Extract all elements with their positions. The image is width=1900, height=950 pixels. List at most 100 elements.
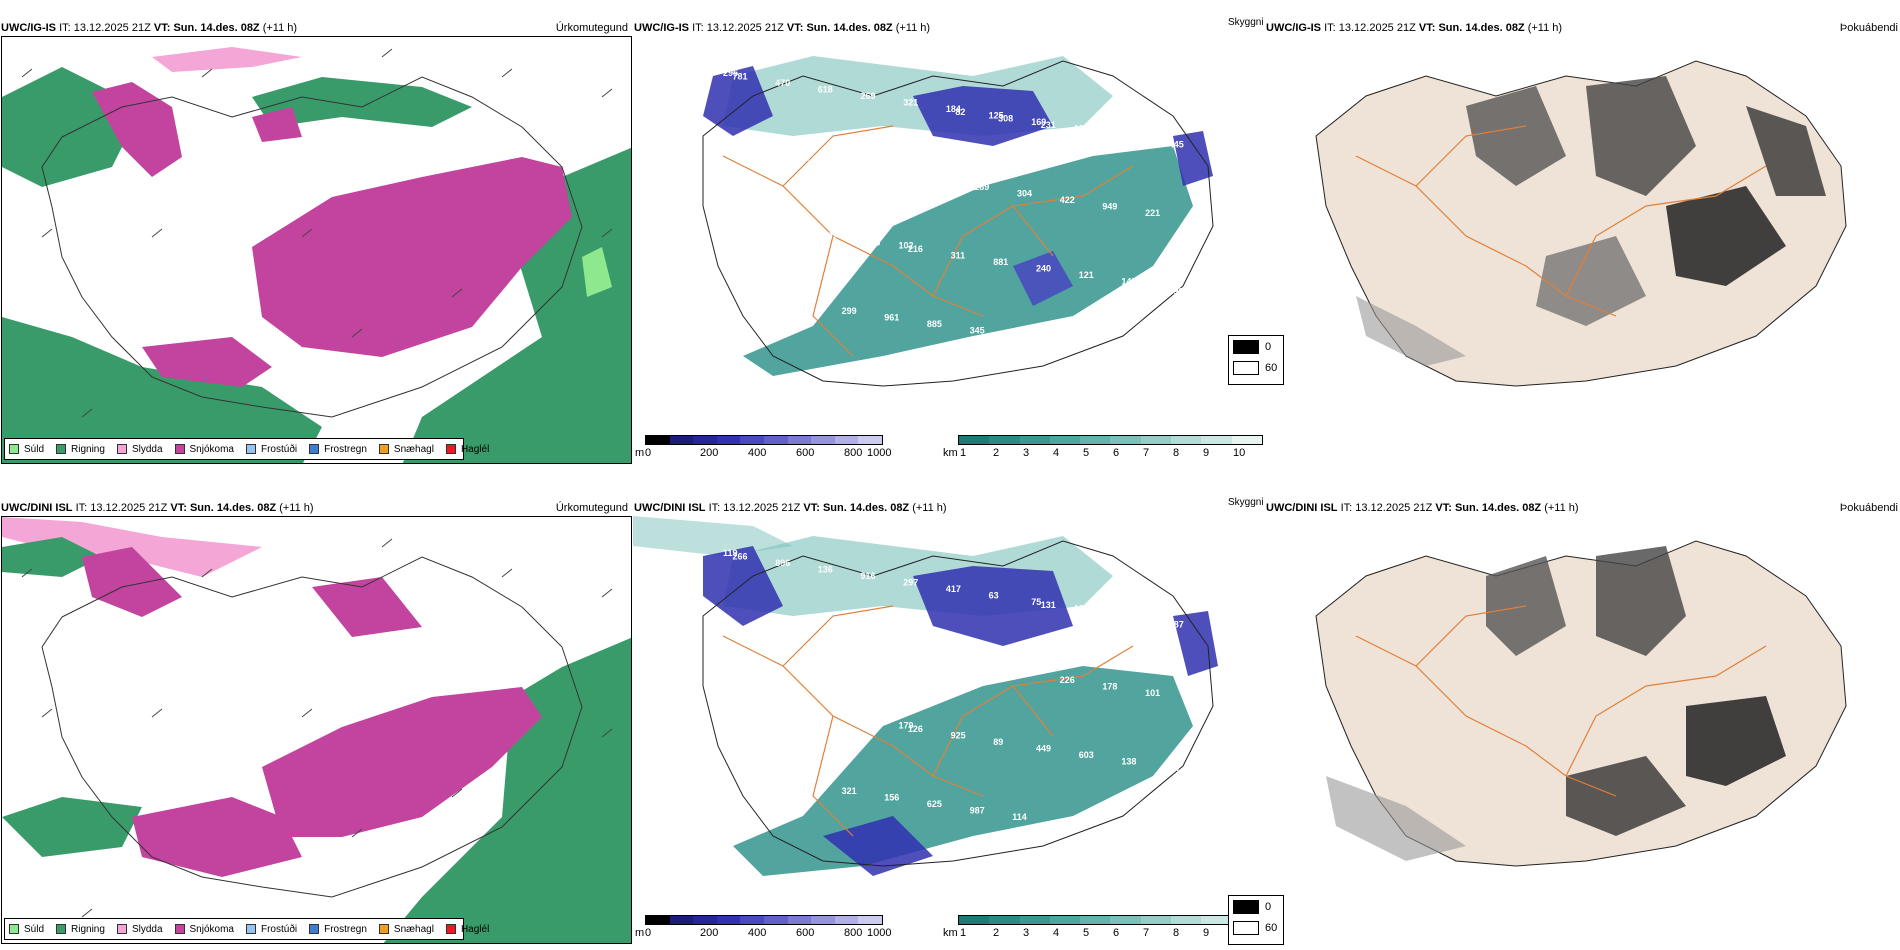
ceiling-label: 131 — [1041, 600, 1056, 610]
fog-panel-bottom: Skyggni UWC/DINI ISL IT: 13.12.2025 21Z … — [1228, 495, 1900, 945]
colorbar-bin — [858, 436, 882, 444]
ceiling-label: 178 — [1102, 682, 1117, 692]
ceiling-label: 137 — [1074, 603, 1089, 613]
ceiling-colorbar: m 0 200 400 600 800 1000 — [635, 915, 891, 943]
ceiling-label: 311 — [951, 251, 966, 261]
colorbar-bin — [1201, 436, 1232, 444]
visibility-tick: 4 — [1053, 447, 1060, 459]
ceiling-label: 466 — [1064, 342, 1079, 352]
legend-item: Snjókoma — [174, 924, 234, 935]
ceiling-label: 149 — [1012, 332, 1027, 342]
ceiling-label: 82 — [955, 107, 965, 117]
ceiling-label: 89 — [1140, 832, 1150, 842]
swatch — [9, 444, 19, 454]
ceiling-vis-map-svg: 295 102 190 159 262 199 117 169 106 78 72 93 125 100 7… — [633, 36, 1266, 431]
fog-map-svg — [1266, 516, 1900, 911]
wind-barbs — [21, 538, 613, 918]
init-time: 13.12.2025 21Z — [1355, 502, 1433, 514]
ceiling-tick: 600 — [796, 447, 815, 459]
ceiling-label: 100 — [1164, 283, 1179, 293]
colorbar-bin — [811, 436, 835, 444]
swatch — [309, 444, 320, 454]
ceiling-label: 199 — [1140, 352, 1155, 362]
road-network — [1355, 125, 1767, 317]
colorbar-bin — [1110, 916, 1141, 924]
lead-time: (+11 h) — [895, 22, 931, 34]
ceiling-label: 72 — [1098, 345, 1108, 355]
ceiling-label: 138 — [1121, 757, 1136, 767]
colorbar-bin — [763, 436, 788, 444]
colorbar-bin — [646, 916, 670, 924]
ceiling-label: 145 — [1121, 277, 1136, 287]
colorbar-bin — [716, 436, 741, 444]
ceiling-label: 184 — [946, 104, 961, 114]
ceiling-tick: 200 — [700, 927, 719, 939]
ceiling-label: 221 — [1145, 208, 1160, 218]
visibility-tick: 3 — [1023, 927, 1030, 939]
visibility-tick: 8 — [1173, 447, 1180, 459]
visibility-unit: km — [943, 447, 958, 459]
ceiling-label: 307 — [974, 662, 989, 672]
ceiling-label: 78 — [922, 172, 932, 182]
fog-map — [1266, 36, 1900, 431]
init-time: 13.12.2025 21Z — [1338, 22, 1416, 34]
ceiling-tick: 200 — [700, 447, 719, 459]
valid-time: Sun. 14.des. 08Z — [1454, 502, 1542, 514]
ceiling-vis-panel-bottom: UWC/DINI ISL IT: 13.12.2025 21Z VT: Sun.… — [633, 495, 1266, 945]
init-time: 13.12.2025 21Z — [723, 502, 801, 514]
colorbar-bin — [1019, 916, 1050, 924]
panel-header: UWC/IG-IS IT: 13.12.2025 21Z VT: Sun. 14… — [1, 22, 298, 34]
ceiling-label: 262 — [965, 179, 980, 189]
road-network — [722, 605, 1134, 837]
swatch — [56, 444, 67, 454]
ceiling-label: 117 — [856, 234, 871, 244]
ceiling-tick: 0 — [645, 927, 652, 939]
colorbar-bin — [740, 436, 764, 444]
colorbar-bin — [1140, 436, 1172, 444]
ceiling-area — [913, 86, 1053, 146]
legend-item: Frostúði — [245, 924, 297, 935]
fog-area — [1596, 546, 1686, 656]
ceiling-label: 187 — [799, 299, 814, 309]
iceland-outline — [41, 76, 583, 418]
iceland-outline — [41, 556, 583, 898]
ceiling-tick: 400 — [748, 447, 767, 459]
precip-panel-bottom: UWC/DINI ISL IT: 13.12.2025 21Z VT: Sun.… — [0, 495, 633, 945]
fog-legend-row: 0 — [1233, 340, 1271, 354]
legend-item: Frostregn — [309, 924, 367, 935]
ceiling-area — [1173, 131, 1213, 186]
ceiling-label: 881 — [993, 257, 1008, 267]
legend-item: Snæhagl — [378, 924, 434, 935]
ceiling-label: 925 — [951, 731, 966, 741]
ceiling-label: 172 — [728, 695, 743, 705]
fog-area — [1566, 756, 1686, 836]
ceiling-colorbar-strip — [645, 915, 883, 925]
colorbar-bin — [989, 916, 1020, 924]
lead-time: (+11 h) — [1544, 502, 1579, 514]
visibility-tick: 1 — [960, 447, 967, 459]
legend-item: Haglél — [445, 444, 489, 455]
fog-area — [1746, 106, 1826, 196]
ceiling-vis-map: 295 102 190 159 262 199 117 169 106 78 72 93 125 100 7… — [633, 36, 1266, 431]
ceiling-label: 378 — [752, 626, 767, 636]
panel-header: UWC/DINI ISL IT: 13.12.2025 21Z VT: Sun.… — [634, 502, 947, 514]
ceiling-label: 179 — [899, 721, 914, 731]
center-corner-label: Skyggni — [1228, 17, 1264, 28]
visibility-tick: 2 — [993, 927, 1000, 939]
ceiling-tick: 1000 — [867, 447, 892, 459]
ceiling-label: 618 — [818, 84, 833, 94]
ceiling-tick: 800 — [844, 927, 863, 939]
panel-header: UWC/DINI ISL IT: 13.12.2025 21Z VT: Sun.… — [1, 502, 314, 514]
ceiling-label: 307 — [823, 231, 838, 241]
ceiling-label: 81 — [856, 714, 866, 724]
ceiling-label: 76 — [880, 166, 890, 176]
snow-area — [262, 687, 542, 837]
valid-time: Sun. 14.des. 08Z — [1438, 22, 1525, 34]
legend-item: Súld — [9, 444, 44, 455]
ceiling-area — [1013, 251, 1073, 306]
ceiling-label: 226 — [1060, 675, 1075, 685]
rain-area — [402, 147, 631, 463]
valid-time: Sun. 14.des. 08Z — [822, 502, 910, 514]
ceiling-colorbar: m 0 200 400 600 800 1000 — [635, 435, 891, 463]
ceiling-label: 121 — [1079, 270, 1094, 280]
